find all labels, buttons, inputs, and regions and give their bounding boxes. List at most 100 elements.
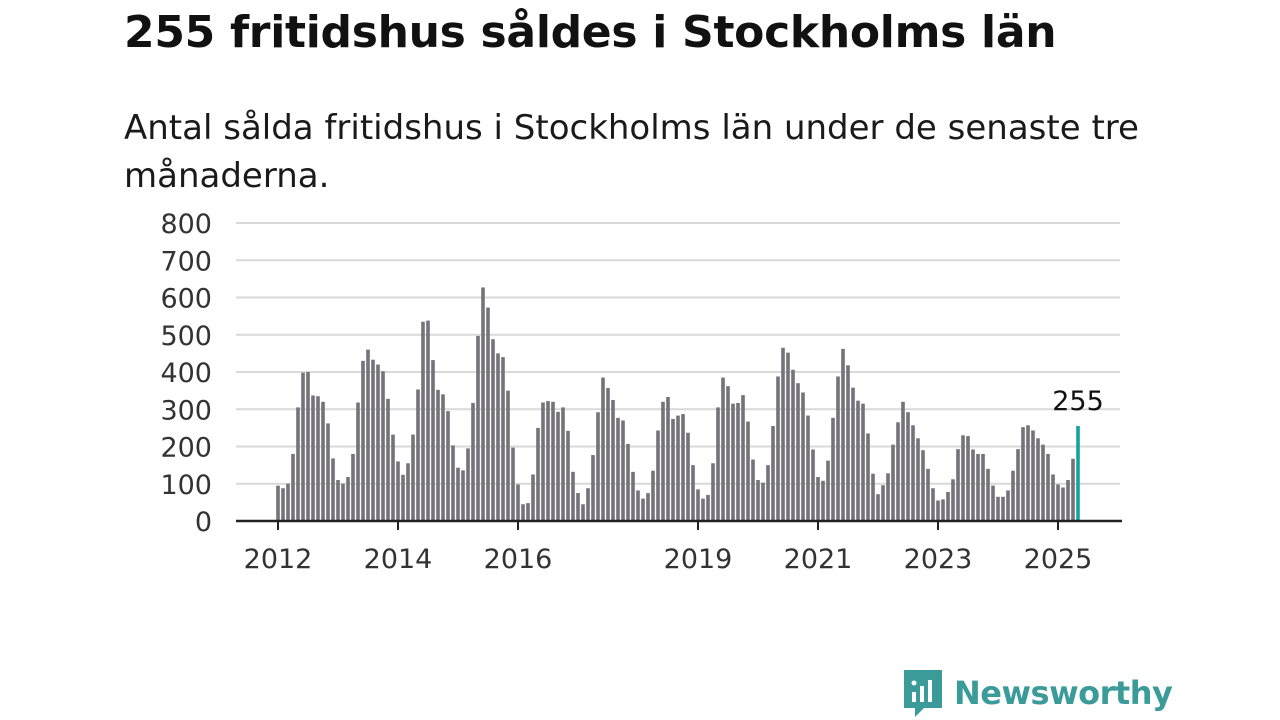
bar xyxy=(346,477,350,521)
bar xyxy=(666,396,670,521)
brand-logo: Newsworthy xyxy=(902,668,1173,718)
bar xyxy=(536,427,540,521)
bar xyxy=(546,401,550,521)
bar xyxy=(1071,458,1075,521)
bar xyxy=(1051,474,1055,521)
bar xyxy=(446,411,450,521)
bar xyxy=(561,407,565,521)
bar xyxy=(1011,470,1015,521)
bar xyxy=(576,493,580,521)
bar xyxy=(511,447,515,521)
y-tick-label: 600 xyxy=(160,284,212,315)
bar xyxy=(871,473,875,521)
bar xyxy=(421,321,425,521)
bar xyxy=(601,377,605,521)
bar xyxy=(451,445,455,521)
bar xyxy=(746,421,750,521)
bar xyxy=(646,493,650,521)
bar xyxy=(296,407,300,521)
bar xyxy=(741,395,745,521)
bar xyxy=(566,430,570,521)
brand-name: Newsworthy xyxy=(954,674,1173,712)
bar xyxy=(766,465,770,521)
bar xyxy=(301,372,305,521)
bar xyxy=(786,352,790,521)
bar xyxy=(1066,480,1070,521)
bar xyxy=(326,423,330,521)
bar-chart-speech-bubble-icon xyxy=(904,670,942,717)
bar xyxy=(1036,438,1040,521)
bar xyxy=(426,320,430,521)
bar xyxy=(626,443,630,521)
x-axis-ticks: 2012 2014 2016 2019 2021 2023 2025 xyxy=(244,521,1092,575)
bar xyxy=(921,450,925,521)
bar xyxy=(461,470,465,521)
bar xyxy=(971,449,975,521)
bar xyxy=(521,504,525,521)
bar xyxy=(946,491,950,521)
bar xyxy=(611,399,615,521)
bar xyxy=(616,417,620,521)
bar xyxy=(781,347,785,521)
bar xyxy=(276,485,280,521)
bar xyxy=(651,470,655,521)
bar xyxy=(496,353,500,521)
bar xyxy=(771,426,775,521)
bar xyxy=(756,480,760,521)
bar xyxy=(1006,490,1010,521)
x-tick-label: 2019 xyxy=(664,544,733,575)
bar xyxy=(441,394,445,521)
bar xyxy=(551,401,555,521)
bar xyxy=(336,480,340,521)
annotations: 255 xyxy=(1052,386,1104,417)
bar xyxy=(961,435,965,521)
y-tick-label: 100 xyxy=(160,470,212,501)
bar xyxy=(866,433,870,521)
x-tick-label: 2016 xyxy=(484,544,553,575)
bar xyxy=(931,488,935,521)
bar xyxy=(1046,453,1050,521)
y-tick-label: 500 xyxy=(160,321,212,352)
bar xyxy=(486,307,490,521)
y-tick-label: 0 xyxy=(195,507,212,538)
bar xyxy=(431,360,435,521)
bar xyxy=(711,463,715,521)
bar xyxy=(596,412,600,521)
bar xyxy=(541,402,545,521)
x-tick-label: 2021 xyxy=(784,544,853,575)
bar xyxy=(701,498,705,521)
bar xyxy=(936,500,940,521)
bar xyxy=(881,485,885,521)
bar xyxy=(836,376,840,521)
bar xyxy=(726,386,730,521)
bar xyxy=(436,389,440,521)
bar xyxy=(591,455,595,521)
y-tick-label: 200 xyxy=(160,433,212,464)
bar xyxy=(986,468,990,521)
bar xyxy=(331,458,335,521)
bar xyxy=(706,494,710,521)
bar xyxy=(656,430,660,521)
bar xyxy=(691,465,695,521)
bar xyxy=(911,425,915,521)
bar xyxy=(716,407,720,521)
bar xyxy=(411,434,415,521)
bar xyxy=(896,422,900,521)
bar xyxy=(476,335,480,521)
bar xyxy=(916,438,920,521)
bar xyxy=(926,468,930,521)
bar xyxy=(996,496,1000,521)
bar xyxy=(306,372,310,521)
bar xyxy=(951,479,955,521)
bar xyxy=(291,453,295,521)
bar xyxy=(506,390,510,521)
y-tick-label: 300 xyxy=(160,395,212,426)
bar xyxy=(366,349,370,521)
bar xyxy=(351,453,355,521)
bar xyxy=(586,488,590,521)
bar xyxy=(316,396,320,521)
bar xyxy=(341,483,345,521)
bar xyxy=(401,474,405,521)
bar xyxy=(796,383,800,521)
y-tick-label: 700 xyxy=(160,246,212,277)
